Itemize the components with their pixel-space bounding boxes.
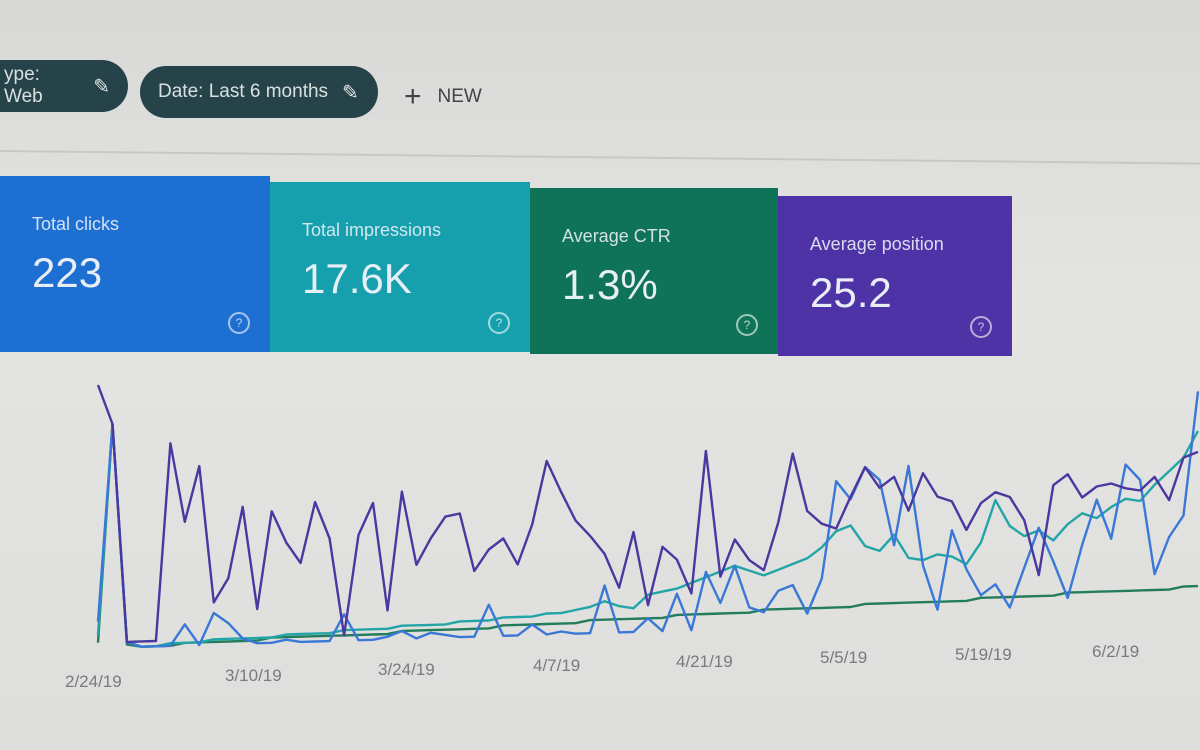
series-line-position — [96, 384, 1199, 644]
x-tick-label: 3/10/19 — [225, 666, 282, 685]
metric-card-total-clicks[interactable]: Total clicks 223 ? — [0, 176, 270, 352]
date-filter-chip[interactable]: Date: Last 6 months ✎ — [140, 66, 378, 118]
type-filter-chip[interactable]: ype: Web ✎ — [0, 60, 128, 112]
series-line-impressions — [96, 422, 1200, 648]
x-tick-label: 5/5/19 — [820, 648, 868, 667]
x-tick-label: 5/19/19 — [955, 645, 1012, 664]
plus-icon: + — [404, 80, 422, 113]
type-filter-label: ype: Web — [4, 64, 43, 107]
metric-card-total-impressions[interactable]: Total impressions 17.6K ? — [270, 182, 530, 352]
metric-card-average-ctr[interactable]: Average CTR 1.3% ? — [530, 188, 778, 354]
metric-value: 25.2 — [810, 269, 892, 316]
series-line-clicks — [96, 391, 1200, 648]
help-icon[interactable]: ? — [736, 314, 758, 336]
new-filter-label: NEW — [437, 86, 482, 107]
pencil-icon[interactable]: ✎ — [93, 75, 110, 98]
x-tick-label: 6/2/19 — [1092, 642, 1140, 661]
help-icon[interactable]: ? — [488, 312, 510, 334]
x-tick-label: 3/24/19 — [378, 660, 435, 679]
filter-bar: ype: Web ✎ Date: Last 6 months ✎ — [0, 58, 1200, 118]
new-filter-button[interactable]: + NEW — [404, 80, 482, 114]
help-icon[interactable]: ? — [970, 316, 992, 338]
metric-label: Average CTR — [562, 226, 671, 246]
x-tick-label: 4/7/19 — [533, 656, 581, 675]
pencil-icon[interactable]: ✎ — [342, 81, 359, 104]
series-line-ctr — [96, 422, 1199, 648]
metric-label: Average position — [810, 234, 944, 254]
metric-value: 1.3% — [562, 261, 658, 308]
performance-chart — [96, 384, 1200, 648]
x-tick-label: 4/21/19 — [676, 652, 733, 671]
metric-label: Total impressions — [302, 220, 442, 240]
metric-label: Total clicks — [32, 214, 120, 234]
divider — [0, 150, 1200, 165]
x-tick-label: 2/24/19 — [65, 672, 122, 691]
metric-value: 17.6K — [302, 255, 412, 302]
help-icon[interactable]: ? — [228, 312, 250, 334]
metric-card-average-position[interactable]: Average position 25.2 ? — [778, 196, 1012, 356]
date-filter-label: Date: Last 6 months — [158, 81, 329, 102]
metric-value: 223 — [32, 249, 103, 296]
